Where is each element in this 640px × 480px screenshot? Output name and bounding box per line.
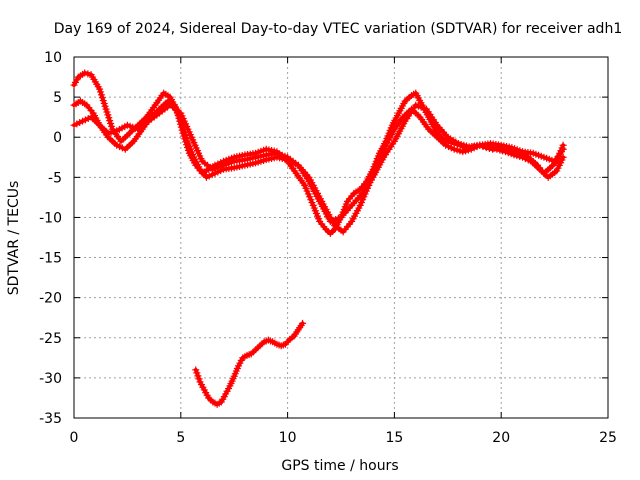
data-point-marker	[81, 69, 89, 77]
y-axis-title: SDTVAR / TECUs	[6, 181, 22, 296]
data-point-marker	[194, 372, 202, 380]
data-point-marker	[192, 366, 200, 374]
y-tick-label: -30	[39, 371, 62, 387]
x-axis-title: GPS time / hours	[281, 458, 398, 474]
x-tick-label: 15	[385, 430, 403, 446]
y-tick-label: -35	[39, 411, 62, 427]
y-tick-label: 10	[44, 50, 62, 66]
y-tick-label: -10	[39, 210, 62, 226]
y-tick-label: -5	[48, 170, 62, 186]
y-tick-label: 0	[53, 130, 62, 146]
data-point-marker	[559, 145, 567, 153]
chart-title: Day 169 of 2024, Sidereal Day-to-day VTE…	[54, 21, 622, 37]
data-series	[70, 69, 567, 408]
x-tick-label: 25	[599, 430, 617, 446]
y-tick-label: -15	[39, 251, 62, 267]
data-point-marker	[193, 369, 201, 377]
axis-ticks: 0 5 10 15 20 25 10 5 0 -5 -10 -15 -20 -25 -30 -35	[39, 50, 617, 446]
x-tick-label: 20	[492, 430, 510, 446]
y-tick-label: -20	[39, 291, 62, 307]
data-point-marker	[559, 153, 567, 161]
data-point-marker	[84, 70, 92, 78]
series-track-a	[70, 69, 567, 237]
y-tick-label: -25	[39, 331, 62, 347]
plot-frame	[73, 56, 609, 419]
series-track-c	[70, 101, 567, 225]
data-point-marker	[195, 375, 203, 383]
x-tick-label: 0	[70, 430, 79, 446]
series-line	[193, 321, 305, 407]
y-tick-label: 5	[53, 90, 62, 106]
x-tick-label: 10	[279, 430, 297, 446]
series-track-d	[192, 319, 307, 408]
data-point-marker	[299, 319, 307, 327]
x-tick-label: 5	[176, 430, 185, 446]
